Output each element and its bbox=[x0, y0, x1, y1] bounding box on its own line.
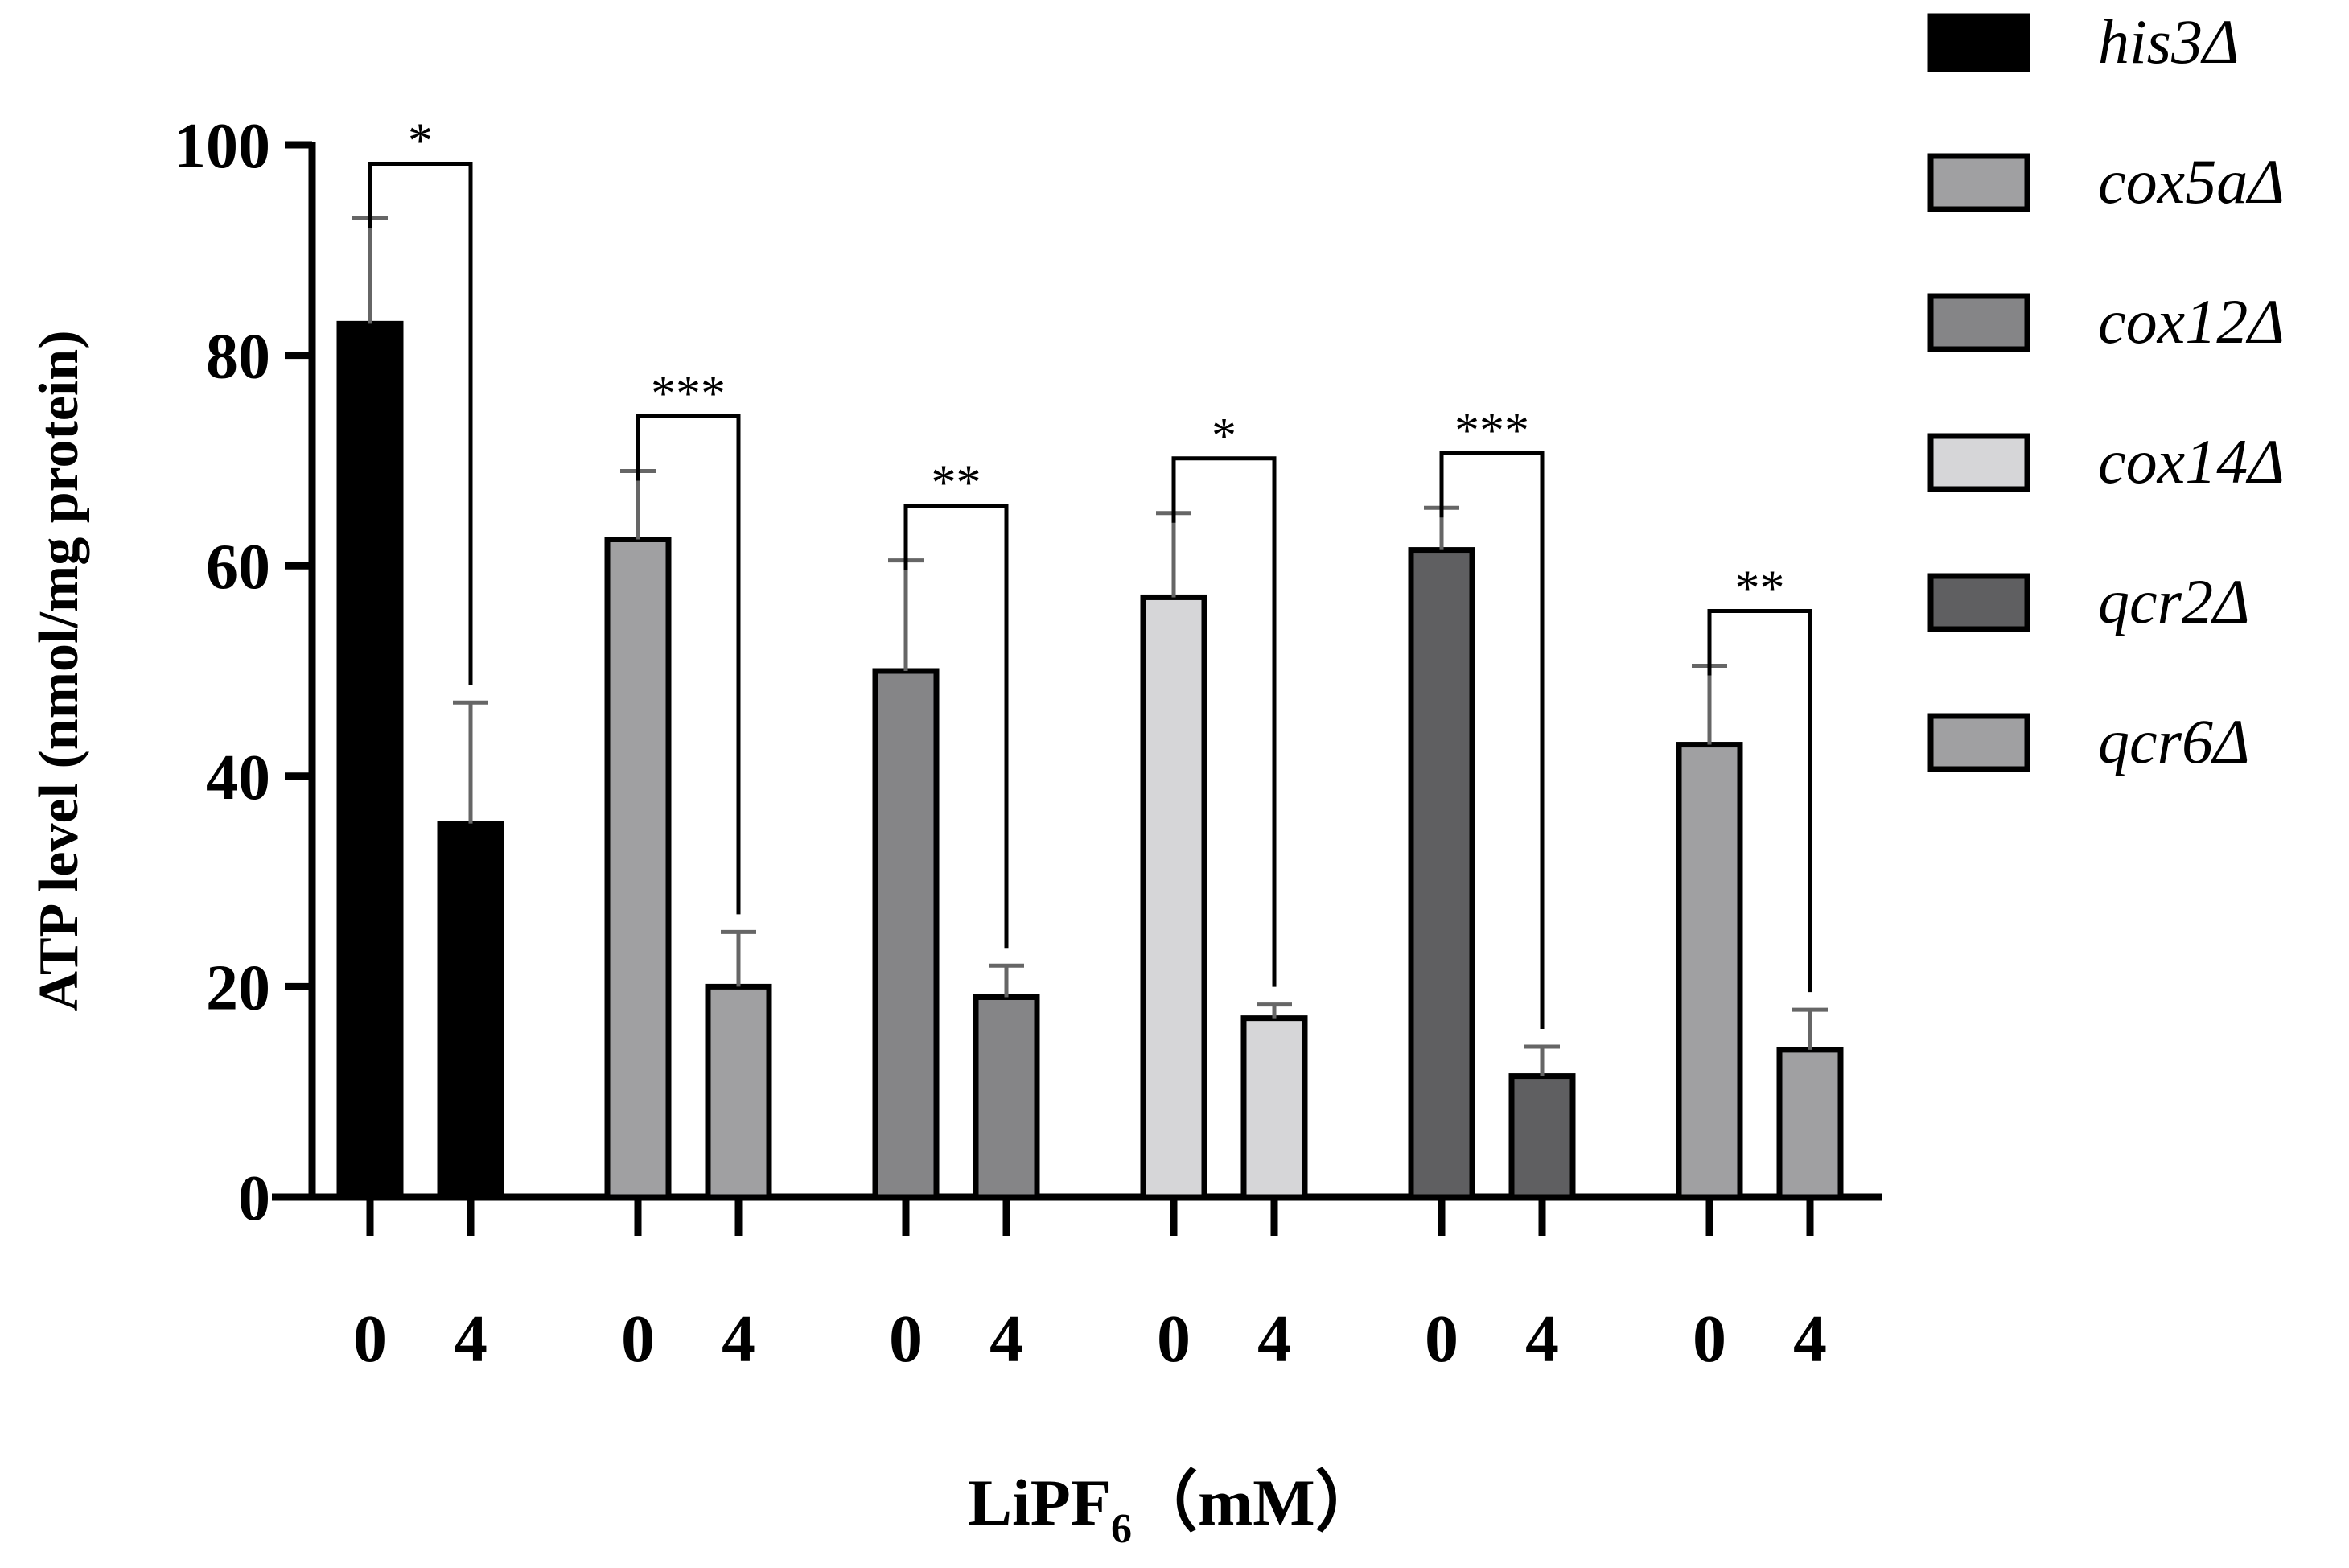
x-tick-label: 0 bbox=[1157, 1302, 1191, 1377]
legend-swatch bbox=[1927, 713, 2030, 772]
y-tick-label: 80 bbox=[206, 322, 270, 393]
x-tick-label: 0 bbox=[1425, 1302, 1458, 1377]
legend-swatch bbox=[1927, 573, 2030, 632]
y-tick-label: 20 bbox=[206, 953, 270, 1023]
legend-swatch bbox=[1927, 293, 2030, 352]
legend-swatch bbox=[1927, 153, 2030, 212]
legend-swatch bbox=[1927, 13, 2030, 72]
significance-bracket bbox=[368, 162, 473, 685]
significance-label: * bbox=[1212, 409, 1236, 463]
y-tick-label: 0 bbox=[238, 1163, 270, 1234]
significance-label: ** bbox=[1735, 561, 1785, 615]
bar bbox=[1676, 742, 1743, 1200]
legend-label: qcr6Δ bbox=[2098, 706, 2250, 776]
legend-label: his3Δ bbox=[2098, 6, 2240, 76]
x-tick-label: 0 bbox=[621, 1302, 655, 1377]
bar bbox=[1776, 1047, 1844, 1200]
x-tick-label: 0 bbox=[1693, 1302, 1726, 1377]
x-tick-label: 4 bbox=[1793, 1302, 1827, 1377]
x-axis-title-base: LiPF bbox=[968, 1466, 1111, 1539]
significance-label: ** bbox=[932, 456, 981, 511]
x-tick-label: 0 bbox=[889, 1302, 923, 1377]
y-tick-label: 60 bbox=[206, 532, 270, 603]
bar bbox=[336, 320, 404, 1200]
x-axis-title: LiPF6（mM） bbox=[968, 1466, 1380, 1552]
y-tick-label: 40 bbox=[206, 743, 270, 813]
legend-swatch bbox=[1927, 433, 2030, 492]
bar bbox=[1240, 1015, 1308, 1200]
significance-bracket bbox=[1707, 608, 1812, 993]
significance-label: * bbox=[408, 114, 433, 169]
legend-label: cox14Δ bbox=[2098, 426, 2285, 496]
legend-label: cox5aΔ bbox=[2098, 146, 2285, 216]
x-tick-label: 0 bbox=[353, 1302, 387, 1377]
significance-label: *** bbox=[651, 366, 726, 421]
x-tick-label: 4 bbox=[1257, 1302, 1291, 1377]
x-tick-label: 4 bbox=[989, 1302, 1023, 1377]
significance-bracket bbox=[636, 414, 741, 915]
x-axis-title-subscript: 6 bbox=[1111, 1506, 1132, 1552]
y-axis-title: ATP level (nmol/mg protein) bbox=[28, 330, 90, 1011]
bar bbox=[705, 983, 772, 1200]
bar bbox=[1408, 547, 1475, 1200]
legend-label: cox12Δ bbox=[2098, 286, 2285, 356]
x-tick-label: 4 bbox=[1525, 1302, 1559, 1377]
bar bbox=[1508, 1073, 1576, 1200]
bar bbox=[437, 821, 504, 1200]
bar bbox=[973, 994, 1040, 1200]
x-axis-title-unit: （mM） bbox=[1132, 1466, 1381, 1539]
legend-label: qcr2Δ bbox=[2098, 566, 2250, 636]
bar bbox=[872, 668, 940, 1200]
significance-bracket bbox=[903, 504, 1009, 949]
bar bbox=[604, 537, 672, 1200]
y-tick-label: 100 bbox=[174, 111, 270, 182]
significance-label: *** bbox=[1454, 403, 1529, 458]
x-tick-label: 4 bbox=[722, 1302, 755, 1377]
significance-bracket bbox=[1171, 456, 1277, 987]
x-tick-label: 4 bbox=[454, 1302, 487, 1377]
significance-bracket bbox=[1439, 451, 1545, 1029]
bar bbox=[1140, 594, 1207, 1200]
